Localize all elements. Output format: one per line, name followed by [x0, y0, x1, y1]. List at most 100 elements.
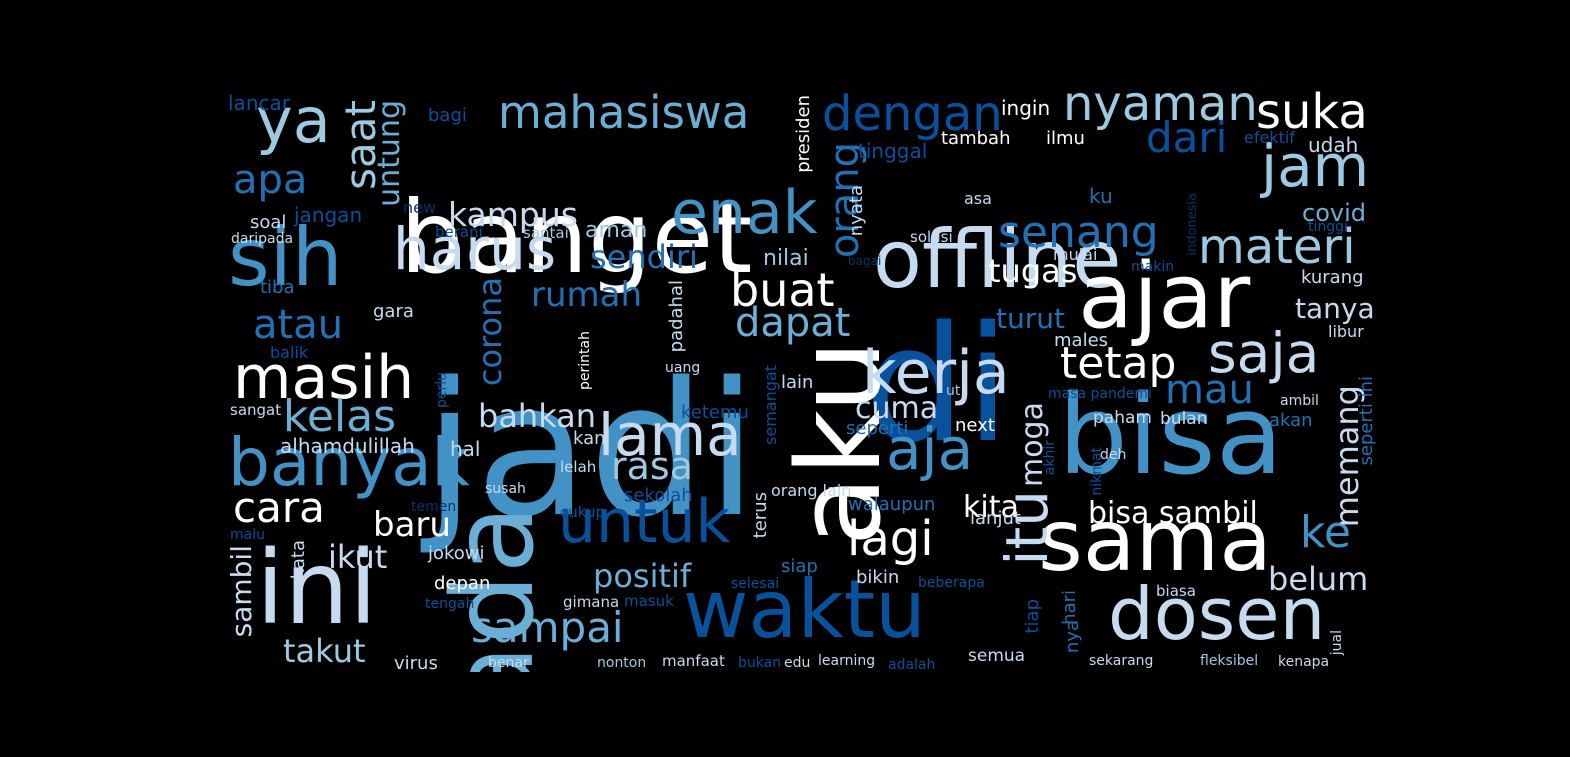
word: akhir [1042, 440, 1058, 476]
word: tinggal [858, 139, 928, 163]
word: akan [1269, 410, 1313, 431]
word: dengan [822, 90, 1003, 142]
word: semua [968, 646, 1026, 666]
word: aman [585, 218, 648, 243]
word: solusi [910, 228, 953, 246]
word: jadi [424, 342, 758, 558]
word: ketemu [681, 402, 749, 423]
word: nyata [846, 185, 867, 237]
word: gimana [563, 593, 620, 611]
word: ke [1300, 507, 1351, 558]
word: ajar [1078, 244, 1251, 349]
word: harus [393, 215, 557, 283]
word: sama [1038, 491, 1272, 591]
word: fleksibel [1200, 653, 1259, 669]
word: orang lain [771, 481, 852, 500]
word: perlu [434, 372, 450, 409]
word: ikut [328, 538, 388, 576]
word: kata [288, 540, 309, 580]
word: kampus [448, 195, 578, 234]
word: susah [485, 481, 526, 497]
word: walaupun [848, 494, 936, 515]
word: padahal [666, 280, 687, 353]
word: bulan [1160, 409, 1208, 429]
word: adalah [888, 657, 936, 672]
word: saja [1208, 321, 1320, 385]
word: tiap [1022, 599, 1043, 634]
word: mulai [1053, 245, 1098, 264]
word: makin [1131, 259, 1175, 275]
word: suka [1256, 90, 1368, 140]
word: soal [250, 212, 287, 233]
word: kita [963, 490, 1019, 525]
word: learning [818, 653, 876, 669]
word: ingin [1001, 96, 1051, 120]
word: alhamdulillah [280, 434, 415, 458]
word: dosen [1108, 572, 1326, 656]
word: berani [435, 223, 483, 241]
word: nikmat [1089, 447, 1105, 496]
word: nya [1062, 620, 1083, 654]
word: bagi [428, 105, 467, 126]
word: belum [1268, 560, 1369, 598]
word: cara [233, 483, 325, 532]
word: malu [230, 527, 265, 543]
word: nilai [763, 246, 809, 271]
word: virus [394, 653, 438, 673]
word: siap [781, 556, 818, 577]
word: nyaman [1063, 90, 1258, 132]
word: sih [228, 211, 343, 304]
word: bisa sambil [1088, 496, 1258, 531]
word: benar [488, 655, 529, 671]
word: tengah [425, 596, 475, 612]
word: lanjut [970, 508, 1021, 529]
word: terus [750, 492, 771, 539]
word: cukup [560, 503, 606, 521]
word: indonesia [1185, 193, 1200, 256]
word: kelas [283, 391, 397, 442]
word: lancar [228, 91, 290, 115]
word: males [1054, 330, 1109, 351]
word: gara [373, 301, 414, 322]
word: perintah [577, 331, 593, 390]
word: deh [1100, 447, 1127, 463]
word: ku [1089, 184, 1113, 208]
word: beberapa [918, 575, 985, 591]
word: seperti [846, 418, 909, 439]
word: edu [784, 655, 811, 671]
word: tinggi [1308, 219, 1348, 235]
word: temen [411, 499, 457, 515]
word: uang [665, 360, 701, 376]
word: baru [373, 505, 451, 545]
word: seperti ini [1356, 376, 1377, 466]
word: selesai [731, 576, 780, 592]
word: bahkan [478, 397, 597, 435]
word: kenapa [1278, 654, 1330, 670]
word: untung [372, 100, 407, 207]
word: nonton [597, 655, 647, 671]
word: dapat [735, 300, 851, 346]
word: masuk [624, 592, 674, 610]
word: cuma [855, 391, 939, 426]
word: masa pandemi [1048, 386, 1152, 402]
word: libur [1328, 322, 1364, 341]
word: tambah [941, 128, 1011, 149]
word: biasa [1156, 582, 1196, 600]
word: di [864, 291, 1011, 478]
word: buat [730, 263, 835, 317]
word: materi [1198, 219, 1356, 275]
word: santai [523, 224, 569, 242]
word: apa [233, 157, 308, 203]
word: kurang [1301, 267, 1364, 288]
word: untuk [558, 487, 731, 557]
word: mau [1165, 367, 1254, 413]
word: ilmu [1046, 128, 1085, 149]
word: sekolah [624, 485, 693, 506]
word: lain [781, 372, 814, 393]
word: sekarang [1089, 653, 1154, 669]
word: lagi [847, 511, 934, 567]
word: rumah [531, 275, 643, 315]
word: offline [873, 213, 1122, 306]
word: bagai [848, 254, 882, 268]
word: balik [270, 343, 309, 362]
